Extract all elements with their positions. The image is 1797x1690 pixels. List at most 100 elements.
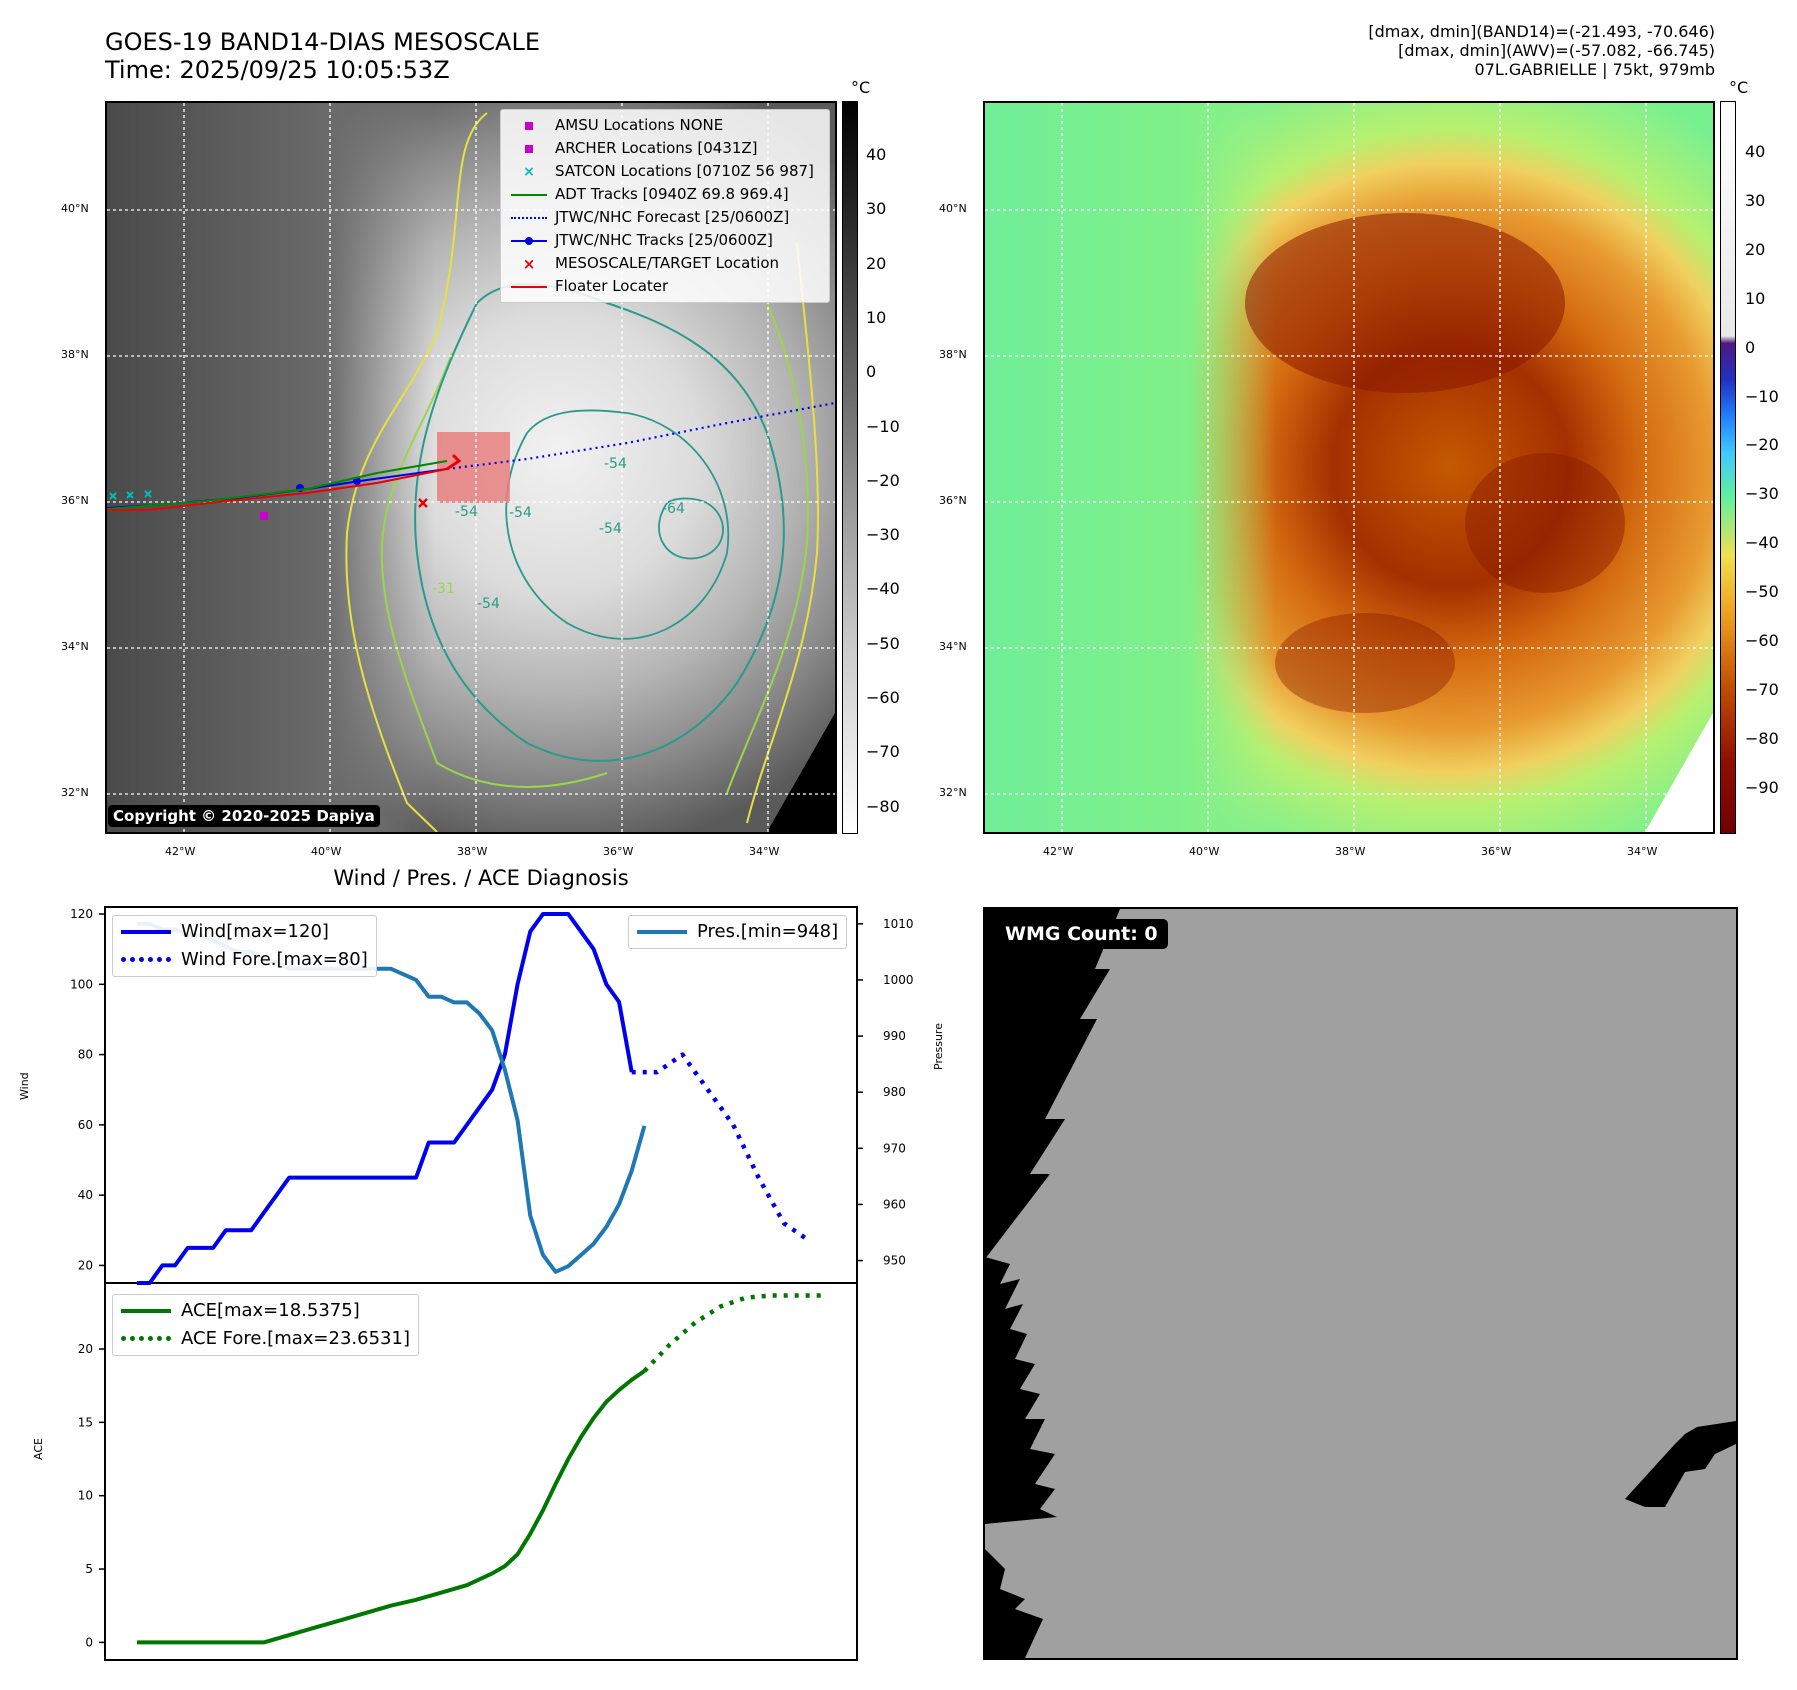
ir-map-panel: -54 -54 -54 -64 -31 -54 -54 AMSU Locatio… (105, 101, 837, 834)
colorbar-tick-label: −10 (1745, 386, 1779, 406)
figure-title: GOES-19 BAND14-DIAS MESOSCALE Time: 2025… (105, 28, 540, 84)
colorbar-tick-label: −80 (1745, 728, 1779, 748)
lat-label: 40°N (61, 202, 89, 215)
legend-item-archer: ARCHER Locations [0431Z] (509, 137, 821, 160)
pressure-tick-label: 1010 (883, 917, 914, 931)
wind-line (137, 912, 634, 1285)
contour-label: -54 (599, 521, 622, 537)
lat-label: 38°N (61, 348, 89, 361)
wind-forecast-line (631, 1052, 811, 1243)
lon-label: 34°W (1627, 845, 1658, 858)
lat-label: 36°N (939, 494, 967, 507)
legend-item-ace: ACE[max=18.5375] (121, 1297, 410, 1325)
info-line-3: 07L.GABRIELLE | 75kt, 979mb (1474, 60, 1715, 79)
legend-item-adt: ADT Tracks [0940Z 69.8 969.4] (509, 183, 821, 206)
wind-tick-label: 40 (78, 1188, 93, 1202)
lat-label: 32°N (61, 786, 89, 799)
teal-contour (414, 283, 785, 762)
wmg-image (985, 909, 1736, 1658)
lon-label: 34°W (749, 845, 780, 858)
colorbar-tick-label: −50 (1745, 582, 1779, 602)
colorbar-tick-label: 10 (1745, 288, 1766, 308)
wind-tick-label: 120 (70, 907, 93, 921)
lat-label: 32°N (939, 786, 967, 799)
colorbar-tick-label: −90 (1745, 777, 1779, 797)
wind-tick-label: 20 (78, 1258, 93, 1272)
colorbar-tick-label: 30 (866, 199, 887, 219)
wind-tick-label: 80 (78, 1048, 93, 1062)
legend-item-mesoscale: × MESOSCALE/TARGET Location (522, 254, 780, 273)
ace-axes (104, 1282, 858, 1661)
ace-tick-label: 0 (85, 1635, 93, 1649)
lon-label: 40°W (1189, 845, 1220, 858)
pressure-tick-label: 1000 (883, 973, 914, 987)
colorbar-tick-label: 0 (866, 362, 877, 382)
wmg-panel: WMG Count: 0 (983, 907, 1738, 1660)
pressure-tick-label: 980 (883, 1085, 906, 1099)
lat-label: 34°N (939, 640, 967, 653)
colorbar-tick-label: 30 (1745, 190, 1766, 210)
colorbar-unit: °C (1729, 78, 1749, 97)
ace-tick-label: 20 (78, 1342, 93, 1356)
contour-label: -64 (662, 501, 685, 517)
colorbar-tick-label: −50 (866, 633, 900, 653)
lon-label: 42°W (1043, 845, 1074, 858)
awv-map-image (985, 103, 1713, 832)
colorbar-tick-label: −40 (866, 579, 900, 599)
ace-legend: ACE[max=18.5375] ACE Fore.[max=23.6531] (112, 1294, 419, 1356)
awv-map-panel (983, 101, 1715, 834)
contour-label: -31 (432, 581, 455, 597)
colorbar-tick-label: −40 (1745, 533, 1779, 553)
colorbar-enhanced (1720, 101, 1736, 834)
colorbar-tick-label: 40 (866, 145, 887, 164)
floater-line (107, 468, 448, 511)
contour-label: -54 (604, 456, 627, 472)
colorbar-tick-label: −20 (866, 470, 900, 490)
colorbar-unit: °C (851, 78, 871, 97)
green-contour (380, 352, 608, 788)
adt-track-line (107, 460, 448, 510)
lat-label: 40°N (939, 202, 967, 215)
storm-info: [dmax, dmin](BAND14)=(-21.493, -70.646) … (1368, 22, 1715, 79)
colorbar-tick-label: 40 (1745, 142, 1766, 161)
contour-label: -54 (455, 504, 478, 520)
colorbar-tick-label: −10 (866, 416, 900, 436)
ace-tick-label: 15 (78, 1415, 93, 1429)
info-line-2: [dmax, dmin](AWV)=(-57.082, -66.745) (1398, 41, 1715, 60)
pressure-tick-label: 960 (883, 1197, 906, 1211)
lon-label: 38°W (457, 845, 488, 858)
legend-item-satcon: × SATCON Locations [0710Z 56 987] (523, 162, 814, 180)
mesoscale-marker (418, 498, 428, 508)
colorbar-tick-label: 0 (1745, 337, 1756, 357)
pressure-tick-label: 990 (883, 1029, 906, 1043)
colorbar-tick-label: 10 (866, 307, 887, 327)
legend-item-pressure: Pres.[min=948] (637, 918, 838, 946)
legend-item-wind: Wind[max=120] (121, 918, 368, 946)
colorbar-tick-label: −20 (1745, 435, 1779, 455)
colorbar-tick-label: −60 (866, 688, 900, 707)
legend-item-tracks: JTWC/NHC Tracks [25/0600Z] (509, 229, 821, 252)
legend-item-floater: Floater Locater (509, 275, 821, 298)
lat-label: 36°N (61, 494, 89, 507)
info-line-1: [dmax, dmin](BAND14)=(-21.493, -70.646) (1368, 22, 1715, 41)
diagnosis-title: Wind / Pres. / ACE Diagnosis (333, 866, 629, 890)
colorbar-tick-label: −60 (1745, 631, 1779, 650)
colorbar-tick-label: −70 (1745, 679, 1779, 699)
ace-line (137, 1369, 646, 1645)
wind-legend: Wind[max=120] Wind Fore.[max=80] (112, 915, 377, 977)
legend-item-forecast: JTWC/NHC Forecast [25/0600Z] (509, 206, 821, 229)
colorbar-tick-label: 20 (1745, 239, 1766, 259)
jtwc-forecast-line (446, 401, 835, 471)
copyright-badge: Copyright © 2020-2025 Dapiya (108, 805, 380, 827)
lon-label: 40°W (311, 845, 342, 858)
pressure-legend: Pres.[min=948] (628, 915, 848, 949)
colorbar-tick-label: −30 (866, 525, 900, 545)
title-line-2: Time: 2025/09/25 10:05:53Z (105, 56, 450, 84)
wind-tick-label: 60 (78, 1118, 93, 1132)
lon-label: 42°W (165, 845, 196, 858)
lon-label: 38°W (1335, 845, 1366, 858)
satcon-markers (109, 490, 152, 500)
colorbar-tick-label: −30 (1745, 484, 1779, 504)
contour-label: -54 (477, 596, 500, 612)
